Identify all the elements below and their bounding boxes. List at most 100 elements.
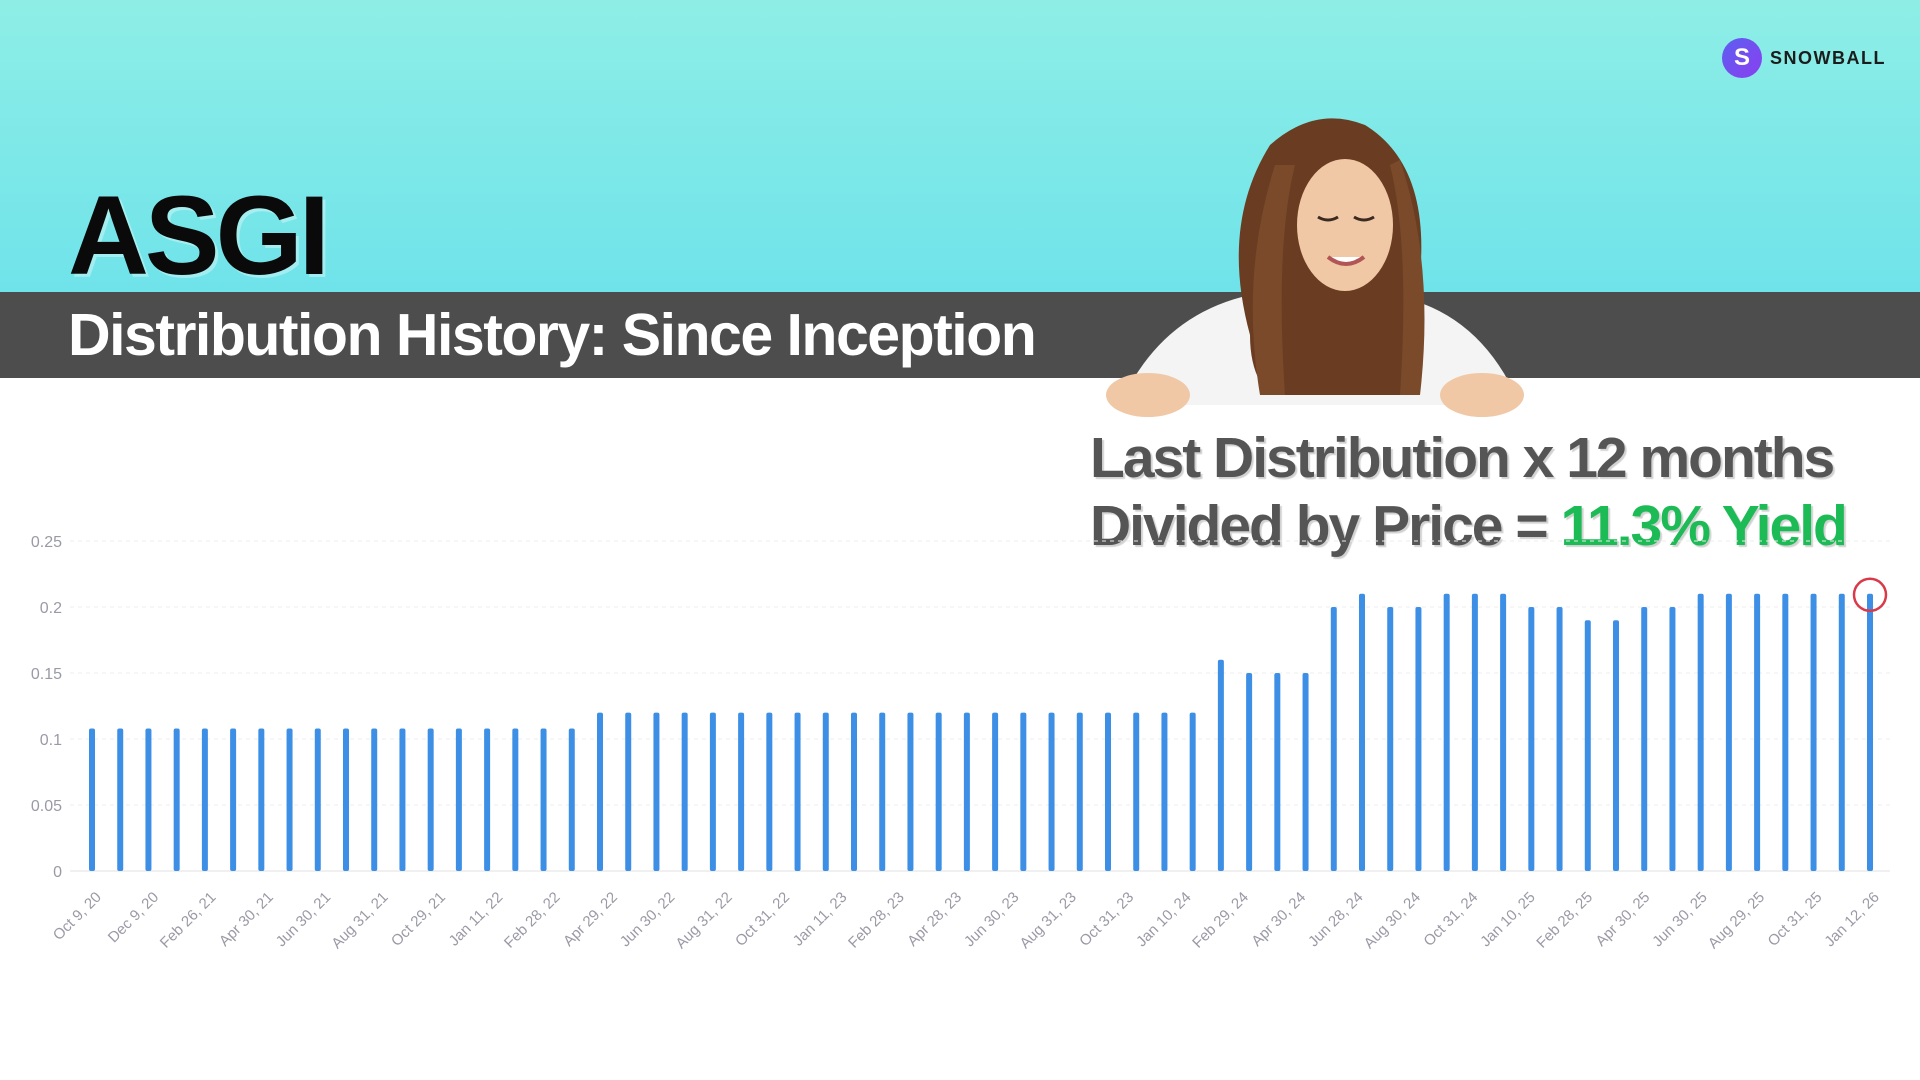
- x-tick-label: Jan 10, 25: [1477, 889, 1539, 951]
- distribution-bar[interactable]: [1556, 607, 1563, 871]
- distribution-bar[interactable]: [1613, 620, 1619, 871]
- distribution-bar[interactable]: [1133, 712, 1140, 871]
- distribution-bar[interactable]: [1584, 620, 1591, 871]
- x-tick-label: Feb 28, 23: [845, 889, 908, 952]
- x-tick-label: Oct 9, 20: [50, 889, 105, 944]
- distribution-bar[interactable]: [653, 712, 660, 871]
- distribution-bar[interactable]: [1443, 593, 1450, 871]
- distribution-bar[interactable]: [343, 728, 349, 871]
- x-tick-label: Aug 31, 21: [328, 889, 391, 952]
- distribution-bar[interactable]: [484, 728, 491, 871]
- distribution-bar[interactable]: [399, 728, 406, 871]
- distribution-bar[interactable]: [371, 728, 378, 871]
- x-tick-label: Apr 30, 25: [1592, 889, 1653, 950]
- x-tick-label: Oct 31, 24: [1420, 889, 1481, 950]
- distribution-bar[interactable]: [681, 712, 688, 871]
- brand-name: SNOWBALL: [1770, 47, 1886, 68]
- distribution-bar[interactable]: [879, 712, 886, 871]
- distribution-bar[interactable]: [1697, 593, 1704, 871]
- distribution-bar[interactable]: [597, 712, 603, 871]
- x-tick-label: Jun 30, 22: [617, 889, 679, 951]
- x-tick-label: Oct 31, 23: [1076, 889, 1137, 950]
- distribution-bar[interactable]: [1415, 607, 1422, 871]
- distribution-bar[interactable]: [258, 728, 265, 871]
- distribution-bar[interactable]: [173, 728, 180, 871]
- distribution-bar[interactable]: [709, 712, 716, 871]
- distribution-bar[interactable]: [992, 712, 999, 871]
- distribution-bar[interactable]: [1838, 593, 1845, 871]
- x-tick-label: Apr 30, 24: [1248, 889, 1309, 950]
- y-tick-label: 0.15: [31, 666, 62, 683]
- x-tick-label: Jan 11, 23: [790, 889, 851, 950]
- distribution-bar[interactable]: [1246, 673, 1253, 871]
- distribution-bar[interactable]: [1669, 607, 1676, 871]
- distribution-bar[interactable]: [907, 712, 914, 871]
- yield-formula-line2: Divided by Price = 11.3% Yield: [1090, 498, 1848, 555]
- distribution-bar[interactable]: [1105, 712, 1111, 871]
- distribution-bar[interactable]: [963, 712, 970, 871]
- distribution-bar[interactable]: [455, 728, 462, 871]
- distribution-bar[interactable]: [568, 728, 575, 871]
- distribution-bar[interactable]: [1528, 607, 1535, 871]
- yield-value: 11.3% Yield: [1560, 494, 1847, 558]
- distribution-bar[interactable]: [117, 728, 124, 871]
- y-tick-label: 0.2: [40, 600, 62, 617]
- distribution-bar[interactable]: [822, 712, 829, 871]
- x-tick-label: Aug 31, 22: [672, 889, 735, 952]
- distribution-bar[interactable]: [201, 728, 208, 871]
- x-tick-label: Feb 29, 24: [1189, 889, 1252, 952]
- distribution-bar[interactable]: [1754, 593, 1761, 871]
- x-tick-label: Jan 10, 24: [1133, 889, 1195, 951]
- distribution-bar[interactable]: [1782, 593, 1789, 871]
- distribution-bar[interactable]: [314, 728, 321, 871]
- distribution-bar[interactable]: [738, 712, 745, 871]
- distribution-bar[interactable]: [540, 728, 547, 871]
- distribution-bar[interactable]: [1471, 593, 1478, 871]
- distribution-bar[interactable]: [1048, 712, 1055, 871]
- x-tick-label: Feb 28, 22: [501, 889, 564, 952]
- page-subtitle: Distribution History: Since Inception: [68, 302, 1037, 368]
- x-tick-label: Jun 30, 23: [961, 889, 1023, 951]
- distribution-bar[interactable]: [1217, 659, 1224, 871]
- distribution-bar[interactable]: [1500, 593, 1507, 871]
- distribution-bar[interactable]: [1274, 673, 1281, 871]
- distribution-bar[interactable]: [286, 728, 293, 871]
- x-tick-label: Apr 29, 22: [560, 889, 621, 950]
- distribution-bar[interactable]: [1867, 593, 1873, 871]
- x-tick-label: Feb 28, 25: [1533, 889, 1596, 952]
- distribution-bar[interactable]: [766, 712, 773, 871]
- distribution-bar[interactable]: [1020, 712, 1027, 871]
- y-tick-label: 0: [53, 864, 62, 881]
- distribution-bar[interactable]: [1359, 593, 1365, 871]
- distribution-bar[interactable]: [1810, 593, 1817, 871]
- woman-peeking-image: [1106, 118, 1524, 417]
- distribution-bar[interactable]: [1161, 712, 1168, 871]
- x-tick-label: Dec 9, 20: [105, 889, 162, 946]
- distribution-bar[interactable]: [1189, 712, 1196, 871]
- distribution-bar[interactable]: [1725, 593, 1732, 871]
- distribution-bar[interactable]: [1330, 607, 1337, 871]
- distribution-bar[interactable]: [1387, 607, 1394, 871]
- distribution-bar[interactable]: [851, 712, 857, 871]
- x-tick-label: Jan 11, 22: [446, 889, 507, 950]
- title-bar: [0, 292, 1920, 378]
- distribution-bar[interactable]: [512, 728, 519, 871]
- distribution-bar[interactable]: [427, 728, 434, 871]
- distribution-bar[interactable]: [794, 712, 801, 871]
- x-tick-label: Apr 30, 21: [216, 889, 277, 950]
- distribution-bar[interactable]: [625, 712, 632, 871]
- distribution-bar[interactable]: [1302, 673, 1309, 871]
- yield-formula-line1: Last Distribution x 12 months: [1090, 426, 1835, 490]
- distribution-bar[interactable]: [935, 712, 942, 871]
- y-tick-label: 0.05: [31, 798, 62, 815]
- distribution-bar[interactable]: [1076, 712, 1083, 871]
- brand-logo[interactable]: S SNOWBALL: [1722, 38, 1886, 78]
- x-tick-label: Aug 29, 25: [1705, 889, 1768, 952]
- x-tick-label: Oct 31, 25: [1765, 889, 1826, 950]
- distribution-bar[interactable]: [89, 728, 95, 871]
- distribution-bar[interactable]: [1641, 607, 1648, 871]
- distribution-bar[interactable]: [145, 728, 152, 871]
- distribution-bar[interactable]: [230, 728, 237, 871]
- x-tick-label: Aug 30, 24: [1361, 889, 1424, 952]
